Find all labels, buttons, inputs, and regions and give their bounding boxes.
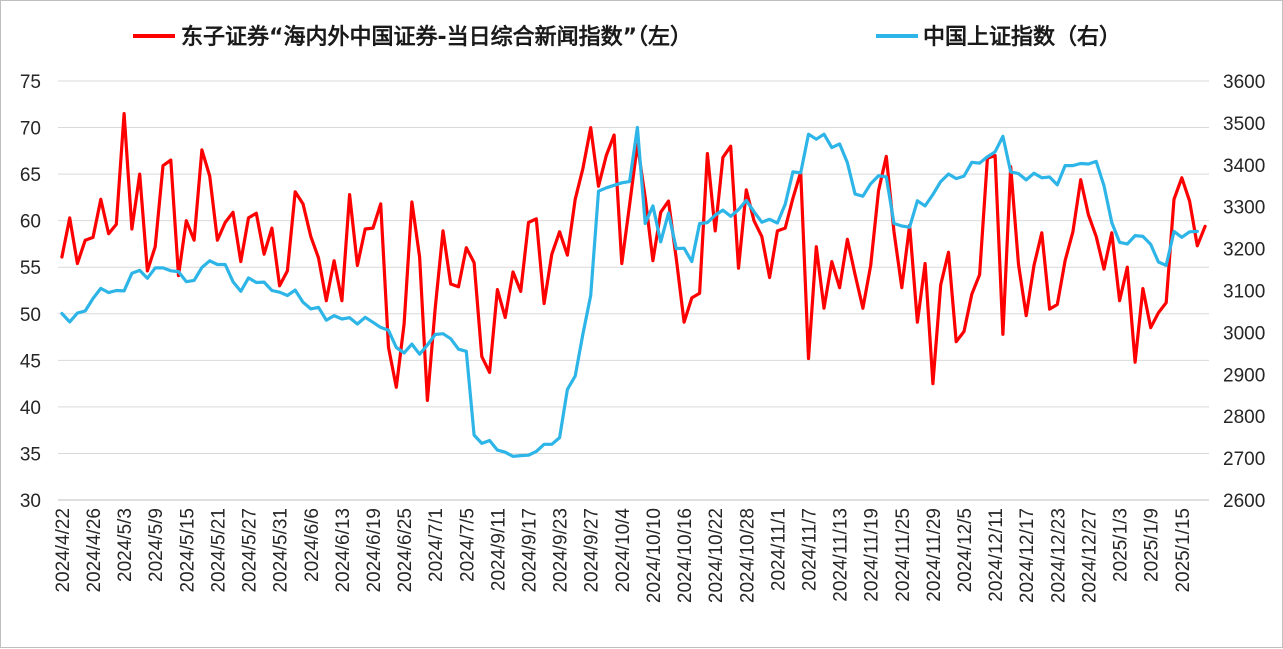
x-tick-label: 2024/6/6 [302,508,323,582]
x-tick-label: 2024/10/16 [675,508,696,603]
x-tick-label: 2024/9/17 [520,508,541,593]
y-right-tick-label: 2800 [1223,407,1265,428]
x-tick-label: 2024/7/5 [457,508,478,582]
y-left-tick-label: 60 [20,212,41,233]
y-left-tick-label: 70 [20,119,41,140]
x-tick-label: 2024/4/22 [53,508,74,593]
x-tick-label: 2024/11/1 [768,508,789,591]
y-left-tick-label: 65 [20,165,41,186]
x-tick-label: 2025/1/15 [1173,508,1194,593]
y-right-tick-label: 3200 [1223,240,1265,261]
x-tick-label: 2024/10/22 [706,508,727,603]
y-right-tick-label: 2900 [1223,365,1265,386]
y-left-tick-label: 75 [20,72,41,93]
legend-label-shanghai-index: 中国上证指数（右） [923,24,1121,50]
y-right-tick-label: 3100 [1223,282,1265,303]
series-line-news-index [60,111,1207,402]
x-tick-label: 2024/5/21 [208,508,229,593]
x-tick-label: 2024/10/28 [737,508,758,603]
x-tick-label: 2024/5/27 [240,508,261,593]
x-tick-label: 2024/9/27 [582,508,603,593]
x-tick-label: 2024/12/5 [955,508,976,593]
x-tick-label: 2024/4/26 [84,508,105,593]
y-right-tick-label: 3000 [1223,323,1265,344]
x-tick-label: 2024/6/13 [333,508,354,593]
x-tick-label: 2024/6/19 [364,508,385,593]
legend: 东子证券“海内外中国证券-当日综合新闻指数”（左） 中国上证指数（右） [133,24,1121,50]
x-tick-label: 2025/1/3 [1111,508,1132,582]
x-tick-label: 2024/12/27 [1080,508,1101,603]
y-left-axis: 30 35 40 45 50 55 60 65 70 75 [20,72,41,512]
x-tick-label: 2024/11/29 [924,508,945,602]
x-tick-label: 2024/11/7 [800,508,821,591]
y-right-tick-label: 3300 [1223,198,1265,219]
series-line-shanghai-index [60,125,1199,458]
y-right-tick-label: 2600 [1223,491,1265,512]
y-right-tick-label: 3400 [1223,156,1265,177]
y-left-tick-label: 30 [20,491,41,512]
x-tick-label: 2024/9/23 [551,508,572,593]
x-tick-label: 2024/12/23 [1048,508,1069,603]
x-tick-label: 2024/5/31 [271,508,292,593]
series-layer [60,111,1207,458]
x-tick-label: 2024/12/17 [1017,508,1038,603]
y-right-axis: 2600 2700 2800 2900 3000 3100 3200 3300 3400 3500… [1223,72,1265,512]
x-tick-label: 2024/7/1 [426,508,447,582]
y-left-tick-label: 40 [20,398,41,419]
y-left-tick-label: 45 [20,351,41,372]
gridlines [58,80,1209,454]
x-tick-label: 2024/5/3 [115,508,136,582]
y-right-tick-label: 3500 [1223,114,1265,135]
y-left-tick-label: 50 [20,305,41,326]
y-right-tick-label: 3600 [1223,72,1265,93]
x-tick-label: 2024/11/13 [831,508,852,602]
y-left-tick-label: 55 [20,258,41,279]
x-tick-label: 2024/12/11 [986,508,1007,602]
x-tick-label: 2024/5/15 [177,508,198,593]
y-left-tick-label: 35 [20,444,41,465]
x-tick-label: 2024/10/4 [613,508,634,593]
x-tick-label: 2024/11/25 [893,508,914,602]
y-right-tick-label: 2700 [1223,449,1265,470]
x-tick-label: 2024/11/19 [862,508,883,602]
x-tick-label: 2024/5/9 [146,508,167,582]
x-tick-label: 2024/6/25 [395,508,416,593]
legend-label-news-index: 东子证券“海内外中国证券-当日综合新闻指数”（左） [181,24,692,50]
x-axis: 2024/4/22 2024/4/26 2024/5/3 2024/5/9 2024/5… [53,499,1209,603]
x-tick-label: 2024/9/11 [488,508,509,591]
x-tick-label: 2024/10/10 [644,508,665,603]
x-tick-label: 2025/1/9 [1142,508,1163,582]
